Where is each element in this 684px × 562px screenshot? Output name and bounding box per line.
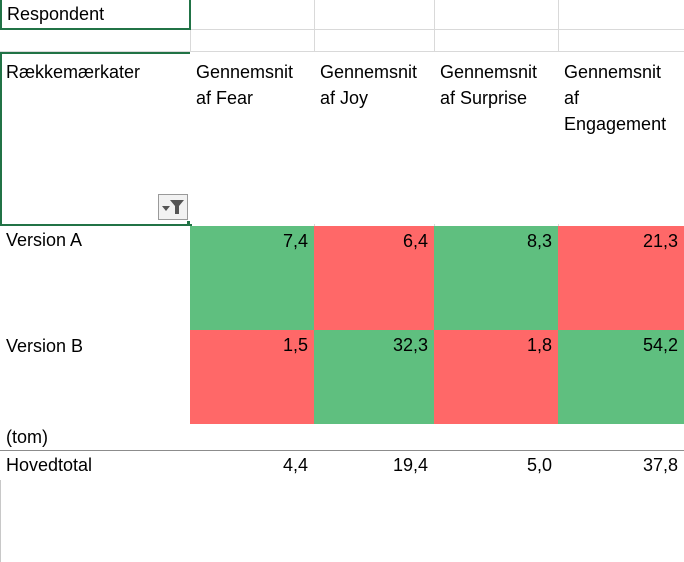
value-cell[interactable]: 32,3 [314,330,434,424]
grid-line [0,480,1,562]
header-line: af Surprise [440,88,528,108]
header-cell-surprise[interactable]: Gennemsnit af Surprise [434,52,558,224]
value: 7,4 [282,231,308,251]
filter-field-label: Respondent [7,4,105,24]
grand-total-value: 4,4 [282,455,308,475]
value-cell[interactable]: 1,5 [190,330,314,424]
value: 32,3 [392,335,428,355]
filter-icon [162,200,184,214]
value: 54,2 [642,335,678,355]
row-label: (tom) [6,427,48,447]
row-label: Version A [6,230,83,250]
header-line: Gennemsnit [564,62,662,82]
grid-line [0,29,684,30]
grand-total-value: 19,4 [392,455,428,475]
value-cell[interactable]: 54,2 [558,330,684,424]
row-label: Version B [6,336,84,356]
grand-total-value: 5,0 [526,455,552,475]
blank-area[interactable] [0,480,684,562]
value-cell[interactable]: 8,3 [434,226,558,330]
row-label-cell[interactable]: Version A [0,226,190,330]
empty-row[interactable]: (tom) [0,424,684,450]
grand-total-row[interactable]: Hovedtotal 4,4 19,4 5,0 37,8 [0,450,684,480]
value-cell[interactable]: 6,4 [314,226,434,330]
row-labels-header-cell[interactable]: Rækkemærkater [0,52,192,226]
header-line: Engagement [564,114,667,134]
header-cell-joy[interactable]: Gennemsnit af Joy [314,52,434,224]
value-cell[interactable]: 21,3 [558,226,684,330]
grid-line [0,51,684,52]
value: 21,3 [642,231,678,251]
filter-dropdown-button[interactable] [158,194,188,220]
filter-field-cell[interactable]: Respondent [0,0,191,30]
row-label-cell[interactable]: Version B [0,330,190,424]
selection-handle[interactable] [186,220,190,224]
header-line: Gennemsnit [440,62,538,82]
header-cell-fear[interactable]: Gennemsnit af Fear [190,52,314,224]
grand-total-label: Hovedtotal [6,455,93,475]
header-line: Gennemsnit [320,62,418,82]
value-cell[interactable]: 1,8 [434,330,558,424]
value: 1,5 [282,335,308,355]
value: 8,3 [526,231,552,251]
header-cell-engagement[interactable]: Gennemsnit af Engagement [558,52,684,224]
header-line: af [564,88,580,108]
header-line: af Joy [320,88,369,108]
row-labels-header: Rækkemærkater [6,62,141,82]
value: 1,8 [526,335,552,355]
value: 6,4 [402,231,428,251]
header-line: af Fear [196,88,254,108]
value-cell[interactable]: 7,4 [190,226,314,330]
header-line: Gennemsnit [196,62,294,82]
grand-total-value: 37,8 [642,455,678,475]
